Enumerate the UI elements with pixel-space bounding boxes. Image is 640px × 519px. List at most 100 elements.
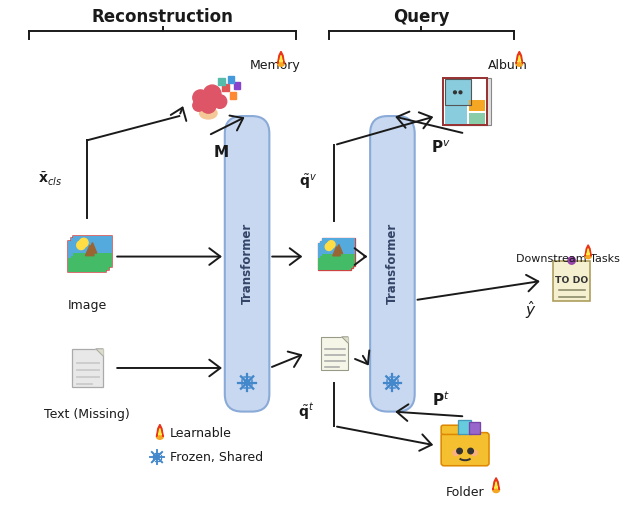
Bar <box>73 253 111 267</box>
Circle shape <box>323 245 330 253</box>
Text: $\mathbf{P}^{t}$: $\mathbf{P}^{t}$ <box>432 391 450 409</box>
Text: Downstream Tasks: Downstream Tasks <box>516 254 620 265</box>
FancyBboxPatch shape <box>441 425 461 434</box>
Text: Query: Query <box>393 8 450 26</box>
Bar <box>322 254 355 266</box>
Circle shape <box>459 91 462 94</box>
Bar <box>322 238 355 254</box>
Text: Reconstruction: Reconstruction <box>92 8 234 26</box>
Bar <box>317 258 351 270</box>
Circle shape <box>200 98 216 113</box>
Text: $\tilde{\mathbf{q}}^{t}$: $\tilde{\mathbf{q}}^{t}$ <box>298 401 314 422</box>
Bar <box>68 258 106 272</box>
Bar <box>445 105 467 124</box>
Circle shape <box>74 243 83 252</box>
Text: $\mathbf{P}^{v}$: $\mathbf{P}^{v}$ <box>431 140 451 156</box>
Ellipse shape <box>493 487 499 493</box>
Bar <box>230 92 236 99</box>
Polygon shape <box>88 242 97 253</box>
Bar <box>321 337 348 370</box>
Circle shape <box>453 450 459 456</box>
Bar <box>73 236 111 267</box>
Circle shape <box>213 95 227 108</box>
Text: Text (Missing): Text (Missing) <box>44 408 130 421</box>
Circle shape <box>77 241 86 250</box>
Polygon shape <box>333 247 340 256</box>
Text: $\mathbf{M}$: $\mathbf{M}$ <box>213 144 229 160</box>
Bar <box>72 349 103 387</box>
Bar <box>70 238 109 256</box>
Polygon shape <box>96 349 103 356</box>
Circle shape <box>568 257 575 264</box>
Text: Folder: Folder <box>446 485 484 499</box>
Circle shape <box>454 91 456 94</box>
Bar <box>445 79 470 105</box>
Polygon shape <box>587 249 589 255</box>
Text: Album: Album <box>488 59 528 72</box>
Circle shape <box>244 380 250 385</box>
Circle shape <box>457 448 462 454</box>
Polygon shape <box>518 56 521 62</box>
Bar <box>228 76 234 83</box>
Bar <box>322 238 355 266</box>
Bar <box>320 256 353 268</box>
Circle shape <box>390 380 395 385</box>
Bar <box>553 261 590 301</box>
Polygon shape <box>280 56 282 62</box>
Bar <box>468 421 480 434</box>
Polygon shape <box>330 249 338 258</box>
Circle shape <box>79 238 88 247</box>
Text: Image: Image <box>68 298 107 311</box>
Bar <box>445 79 470 105</box>
Bar <box>468 113 485 124</box>
Bar <box>317 243 351 270</box>
Bar <box>443 78 487 126</box>
Text: Learnable: Learnable <box>170 427 232 441</box>
FancyBboxPatch shape <box>370 116 415 412</box>
Polygon shape <box>278 51 284 63</box>
Circle shape <box>193 100 204 111</box>
Text: $\bar{\mathbf{x}}_{cls}$: $\bar{\mathbf{x}}_{cls}$ <box>38 170 62 188</box>
Text: $\hat{y}$: $\hat{y}$ <box>525 299 537 321</box>
Polygon shape <box>342 337 348 343</box>
Circle shape <box>204 85 221 102</box>
Circle shape <box>472 450 477 456</box>
FancyBboxPatch shape <box>441 433 489 466</box>
Circle shape <box>468 448 474 454</box>
Bar <box>73 236 111 253</box>
Polygon shape <box>516 51 523 63</box>
Bar <box>68 241 106 258</box>
Bar <box>468 100 485 111</box>
Ellipse shape <box>200 107 217 119</box>
Polygon shape <box>495 482 497 488</box>
Bar <box>70 256 109 270</box>
Text: Frozen, Shared: Frozen, Shared <box>170 450 262 463</box>
Bar <box>320 241 353 256</box>
Bar <box>70 238 109 270</box>
Bar <box>320 241 353 268</box>
Text: $\tilde{\mathbf{q}}^{v}$: $\tilde{\mathbf{q}}^{v}$ <box>299 173 317 192</box>
Text: Transformer: Transformer <box>241 223 253 304</box>
Polygon shape <box>335 244 342 254</box>
Bar <box>458 420 470 434</box>
Bar <box>445 78 489 126</box>
Ellipse shape <box>278 61 284 66</box>
Polygon shape <box>493 477 499 490</box>
Bar <box>234 82 240 89</box>
Polygon shape <box>157 425 163 436</box>
Text: Memory: Memory <box>250 59 301 72</box>
Bar <box>317 243 351 258</box>
Bar <box>447 78 491 126</box>
Circle shape <box>325 243 333 251</box>
Bar <box>218 78 225 85</box>
Bar <box>222 84 228 91</box>
Polygon shape <box>585 245 591 256</box>
Circle shape <box>155 455 159 459</box>
Circle shape <box>328 241 335 248</box>
Text: Transformer: Transformer <box>386 223 399 304</box>
Ellipse shape <box>585 254 591 258</box>
FancyBboxPatch shape <box>225 116 269 412</box>
Polygon shape <box>83 248 92 258</box>
Ellipse shape <box>516 61 523 66</box>
Polygon shape <box>86 245 94 256</box>
